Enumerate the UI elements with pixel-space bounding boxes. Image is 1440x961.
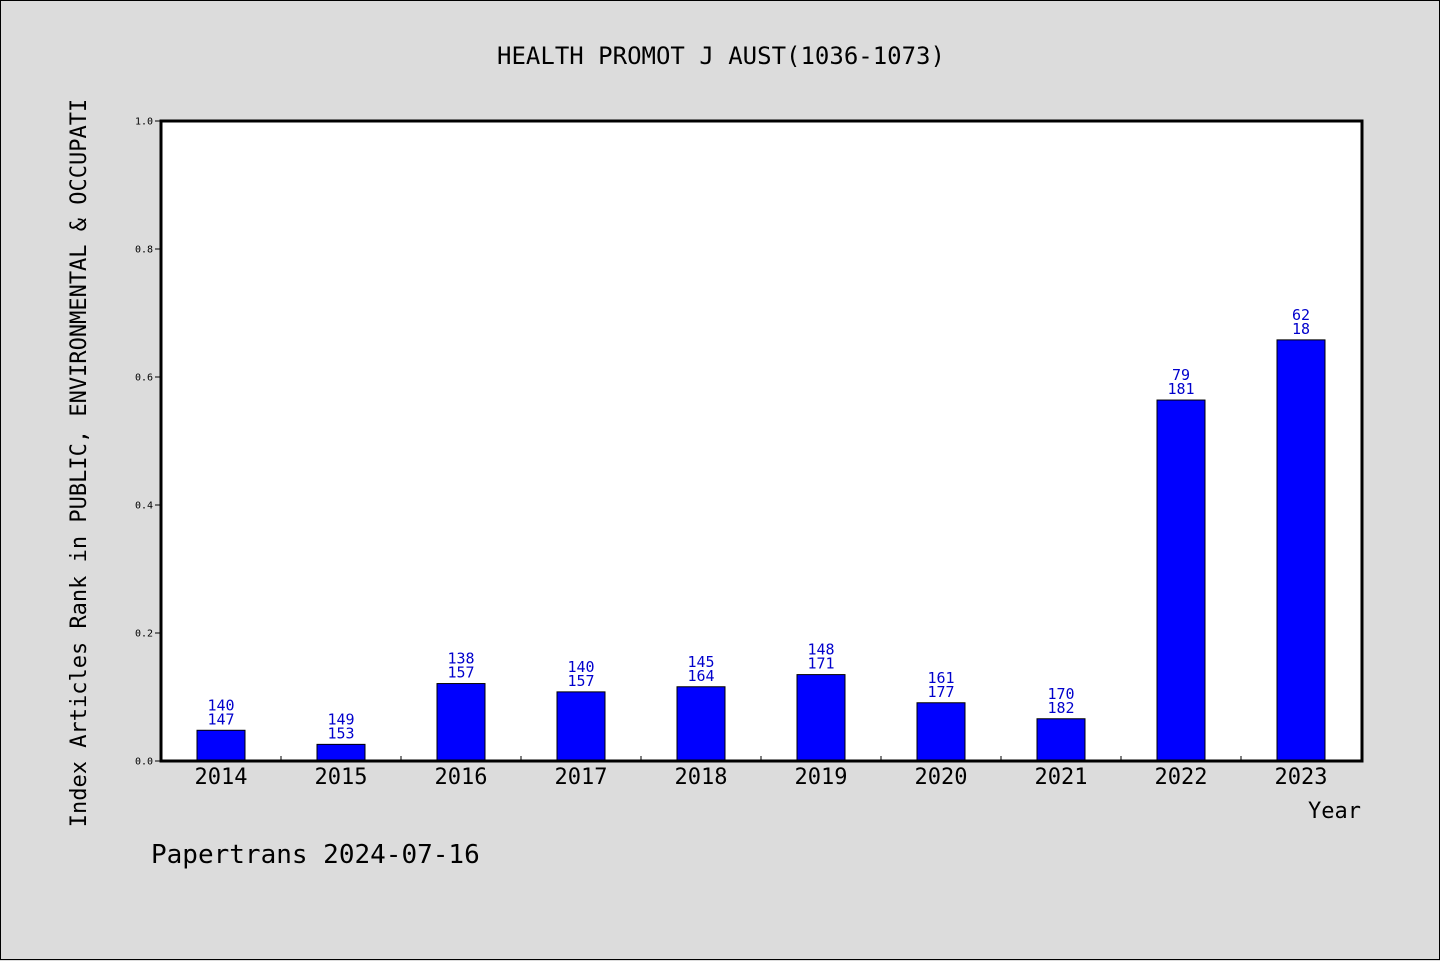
data-label-top: 148 (807, 641, 834, 659)
data-label-bottom: 157 (567, 672, 594, 690)
data-label-bottom: 164 (687, 667, 714, 685)
y-axis-label: Index Articles Rank in PUBLIC, ENVIRONME… (67, 99, 92, 827)
y-tick-label: 1.0 (135, 117, 153, 128)
data-label-top: 161 (927, 669, 954, 687)
data-label-bottom: 171 (807, 655, 834, 673)
x-tick-label: 2023 (1275, 765, 1328, 790)
plot-border (159, 119, 1364, 763)
bar-2019 (796, 674, 846, 762)
data-label-bottom: 157 (447, 664, 474, 682)
bar-2017 (556, 691, 606, 762)
x-tick-label: 2022 (1155, 765, 1208, 790)
y-tick-label: 0.8 (135, 245, 153, 256)
x-tick-label: 2016 (435, 765, 488, 790)
bar-2015 (316, 743, 366, 762)
bar-2016 (436, 683, 486, 762)
data-label-top: 79 (1172, 366, 1190, 384)
data-label-bottom: 181 (1167, 380, 1194, 398)
chart-title: HEALTH PROMOT J AUST(1036-1073) (497, 42, 945, 70)
x-tick-label: 2020 (915, 765, 968, 790)
data-label-bottom: 177 (927, 683, 954, 701)
data-label-top: 62 (1292, 306, 1310, 324)
footer-credit: Papertrans 2024-07-16 (151, 840, 480, 870)
bar-2014 (196, 729, 246, 762)
y-tick-label: 0.0 (135, 757, 153, 768)
data-label-top: 149 (327, 710, 354, 728)
data-label-top: 145 (687, 653, 714, 671)
data-label-top: 140 (207, 696, 234, 714)
data-labels: 2014140147201514915320161381572017140157… (195, 306, 1328, 790)
bar-2023 (1276, 339, 1326, 762)
x-axis-label: Year (1308, 799, 1361, 824)
bar-2020 (916, 702, 966, 762)
y-tick-label: 0.2 (135, 629, 153, 640)
data-label-bottom: 153 (327, 724, 354, 742)
y-tick-label: 0.4 (135, 501, 153, 512)
x-tick-label: 2015 (315, 765, 368, 790)
data-label-top: 140 (567, 658, 594, 676)
data-label-bottom: 182 (1047, 699, 1074, 717)
data-label-top: 170 (1047, 685, 1074, 703)
bars (196, 339, 1326, 762)
x-tick-label: 2018 (675, 765, 728, 790)
x-tick-label: 2021 (1035, 765, 1088, 790)
bar-2021 (1036, 718, 1086, 762)
data-label-top: 138 (447, 650, 474, 668)
data-label-bottom: 147 (207, 710, 234, 728)
bar-2018 (676, 686, 726, 762)
y-tick-label: 0.6 (135, 373, 153, 384)
data-label-bottom: 18 (1292, 320, 1310, 338)
x-tick-label: 2019 (795, 765, 848, 790)
bar-2022 (1156, 399, 1206, 762)
x-tick-label: 2017 (555, 765, 608, 790)
x-tick-label: 2014 (195, 765, 248, 790)
